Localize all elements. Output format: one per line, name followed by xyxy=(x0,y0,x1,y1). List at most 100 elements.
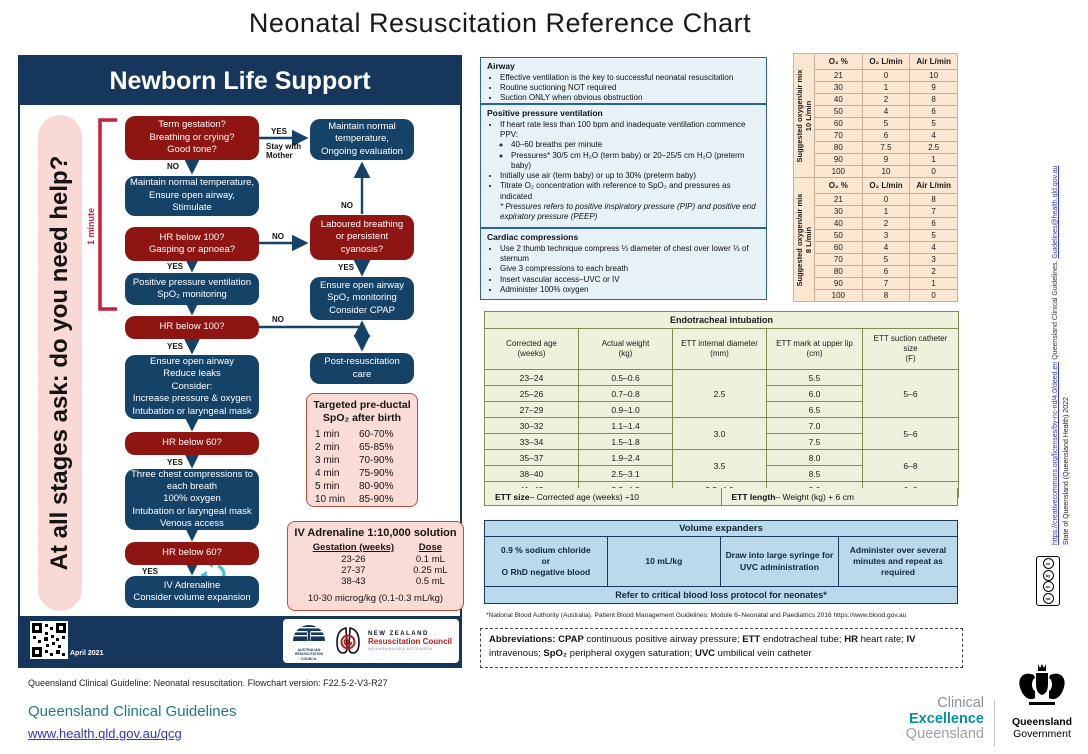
flow-box-hr60-a: HR below 60? xyxy=(125,432,259,455)
label-yes: YES xyxy=(338,263,355,272)
gestation-range: 23-26 xyxy=(341,554,366,565)
col-o2-lmin: O₂ L/min xyxy=(861,53,911,70)
dose-value: 0.1 mL xyxy=(415,554,445,565)
label-no: NO xyxy=(272,232,284,241)
bullet: Effective ventilation is the key to succ… xyxy=(500,73,760,83)
bullet: Titrate O₂ concentration with reference … xyxy=(500,181,760,201)
mix-row: 60 4 4 xyxy=(794,241,958,254)
dose-value: 0.5 mL xyxy=(415,576,445,587)
arc-line2: RESUSCITATION xyxy=(294,652,324,657)
guidelines-email-link[interactable]: Guidelines@health.qld.gov.au xyxy=(1052,165,1059,259)
ett-title: Endotracheal intubation xyxy=(483,311,960,329)
dose-value: 0.25 mL xyxy=(413,565,448,576)
label-yes: YES xyxy=(167,458,184,467)
mix-row: 80 7.5 2.5 xyxy=(794,141,958,154)
nz-line1: NEW ZEALAND xyxy=(367,631,429,637)
cc-icon: cc xyxy=(1042,557,1054,569)
nc-icon: nc xyxy=(1042,581,1054,593)
qr-code xyxy=(30,621,68,659)
bullet: Suction ONLY when obvious obstruction xyxy=(500,93,760,103)
bullet-text: If heart rate less than 100 bpm and inad… xyxy=(500,119,746,140)
col-air-lmin: Air L/min xyxy=(909,53,958,70)
ppv-bullets: If heart rate less than 100 bpm and inad… xyxy=(487,120,760,202)
ett-row: 23–24 0.5–0.6 2.5 5.5 5–6 xyxy=(484,369,960,418)
nz-line2: Resuscitation Council xyxy=(367,637,452,646)
flow-box-post-resus: Post-resuscitation care xyxy=(310,353,414,384)
volume-dose: 10 mL/kg xyxy=(608,537,721,586)
adrenaline-table: Gestation (weeks) Dose 23-26 0.1 mL 27-37… xyxy=(299,542,453,587)
ett-row: 33–34 1.5–1.8 7.5 xyxy=(484,433,959,450)
cardiac-title: Cardiac compressions xyxy=(487,232,579,242)
oxygen-air-mix-table-8L: Suggested oxygen/air mix 8 L/min O₂ % O₂… xyxy=(793,177,958,302)
ett-header-row: Corrected age (weeks) Actual weight (kg) E… xyxy=(484,328,960,370)
flow-box-consider-cpap: Ensure open airway SpO₂ monitoring Consi… xyxy=(310,277,414,320)
logo-divider xyxy=(994,700,995,746)
resuscitation-council-logos: AUSTRALIAN RESUSCITATION COUNCIL NEW ZEA… xyxy=(283,619,459,663)
mix-row: 50 4 6 xyxy=(794,105,958,118)
mix-row: 80 6 2 xyxy=(794,265,958,278)
qcg-url-link[interactable]: www.health.qld.gov.au/qcg xyxy=(28,726,182,741)
ett-formulas: ETT size – Corrected age (weeks) ÷10 ETT… xyxy=(484,488,958,506)
spo2-time: 5 min xyxy=(315,481,340,493)
abbr-term: IV xyxy=(906,634,916,645)
spo2-time: 10 min xyxy=(315,494,346,506)
ceq-line2: Excellence xyxy=(909,710,984,727)
nz-logo-text: NEW ZEALAND Resuscitation Council WHAKAH… xyxy=(368,631,452,651)
bullet: Insert vascular access–UVC or IV xyxy=(500,275,760,285)
col-o2-percent: O₂ % xyxy=(814,53,863,70)
spo2-title: Targeted pre-ductal SpO₂ after birth xyxy=(313,399,411,425)
mix-8L-side-label: Suggested oxygen/air mix 8 L/min xyxy=(793,177,815,302)
abbr-def: peripheral oxygen saturation; xyxy=(567,648,695,660)
by-icon: by xyxy=(1042,569,1054,581)
spo2-range: 70-90% xyxy=(359,455,394,467)
ppv-footnote: * Pressures refers to positive inspirato… xyxy=(500,201,756,221)
gestation-range: 27-37 xyxy=(341,565,366,576)
label-stay-with-mother: Stay with Mother xyxy=(266,142,302,161)
page-title: Neonatal Resuscitation Reference Chart xyxy=(248,8,752,38)
queensland-government-logo: Queensland Government xyxy=(1000,660,1084,740)
mix-row: 30 1 7 xyxy=(794,205,958,218)
volume-footer: Refer to critical blood loss protocol fo… xyxy=(485,586,957,603)
spo2-range: 85-90% xyxy=(359,494,394,506)
flowchart-footer-band: April 2021 xyxy=(20,616,460,666)
arc-logo-text: AUSTRALIAN RESUSCITATION COUNCIL xyxy=(290,648,328,661)
spo2-range: 60-70% xyxy=(359,429,394,441)
spo2-time: 3 min xyxy=(315,455,340,467)
spo2-range: 75-90% xyxy=(359,468,394,480)
nz-line3: WHAKAHAUORA AOTEAROA xyxy=(367,646,433,651)
flowchart-date: April 2021 xyxy=(70,650,104,657)
mix-row: 21 0 8 xyxy=(794,193,958,206)
volume-row: 0.9 % sodium chloride or O RhD negative … xyxy=(485,537,957,586)
airway-title: Airway xyxy=(487,61,515,71)
bullet: Give 3 compressions to each breath xyxy=(500,264,760,274)
ppv-title: Positive pressure ventilation xyxy=(487,108,603,118)
cc-license-link[interactable]: https://creativecommons.org/licenses/by-… xyxy=(1052,361,1059,545)
gestation-range: 38-43 xyxy=(341,576,366,587)
mix-row: 90 9 1 xyxy=(794,153,958,166)
bullet: Administer 100% oxygen xyxy=(500,285,760,295)
flow-box-maintain-temp: Maintain normal temperature, Ensure open… xyxy=(125,176,259,216)
col-air-lmin: Air L/min xyxy=(909,177,958,194)
mix-10L-side-label: Suggested oxygen/air mix 10 L/min xyxy=(793,53,815,178)
mix-row: 60 5 5 xyxy=(794,117,958,130)
abbr-term: UVC xyxy=(694,648,716,660)
license-mid-text: Queensland Clinical Guidelines, xyxy=(1052,258,1059,362)
mix-row: 50 3 5 xyxy=(794,229,958,242)
bullet: Use 2 thumb technique compress ⅓ diamete… xyxy=(500,244,760,264)
abbr-term: Abbreviations: CPAP xyxy=(489,634,584,645)
flow-box-ensure-airway: Ensure open airway Reduce leaks Consider… xyxy=(125,355,259,419)
mix-row: 70 5 3 xyxy=(794,253,958,266)
bullet: Initially use air (term baby) or up to 3… xyxy=(500,171,760,181)
mix-row: 40 2 6 xyxy=(794,217,958,230)
flow-box-hr60-b: HR below 60? xyxy=(125,542,259,565)
cardiac-bullets: Use 2 thumb technique compress ⅓ diamete… xyxy=(487,244,760,295)
bullet: If heart rate less than 100 bpm and inad… xyxy=(500,120,760,171)
spo2-range: 80-90% xyxy=(359,481,394,493)
one-minute-bracket xyxy=(98,118,117,311)
clinical-excellence-logo: Clinical Excellence Queensland xyxy=(862,695,984,743)
mix-row: 70 6 4 xyxy=(794,129,958,142)
arc-logo: AUSTRALIAN RESUSCITATION COUNCIL xyxy=(290,621,328,661)
flow-box-term-gestation: Term gestation? Breathing or crying? Goo… xyxy=(125,116,259,160)
airway-bullets: Effective ventilation is the key to succ… xyxy=(487,73,760,104)
side-question-strip: At all stages ask: do you need help? xyxy=(38,115,82,611)
